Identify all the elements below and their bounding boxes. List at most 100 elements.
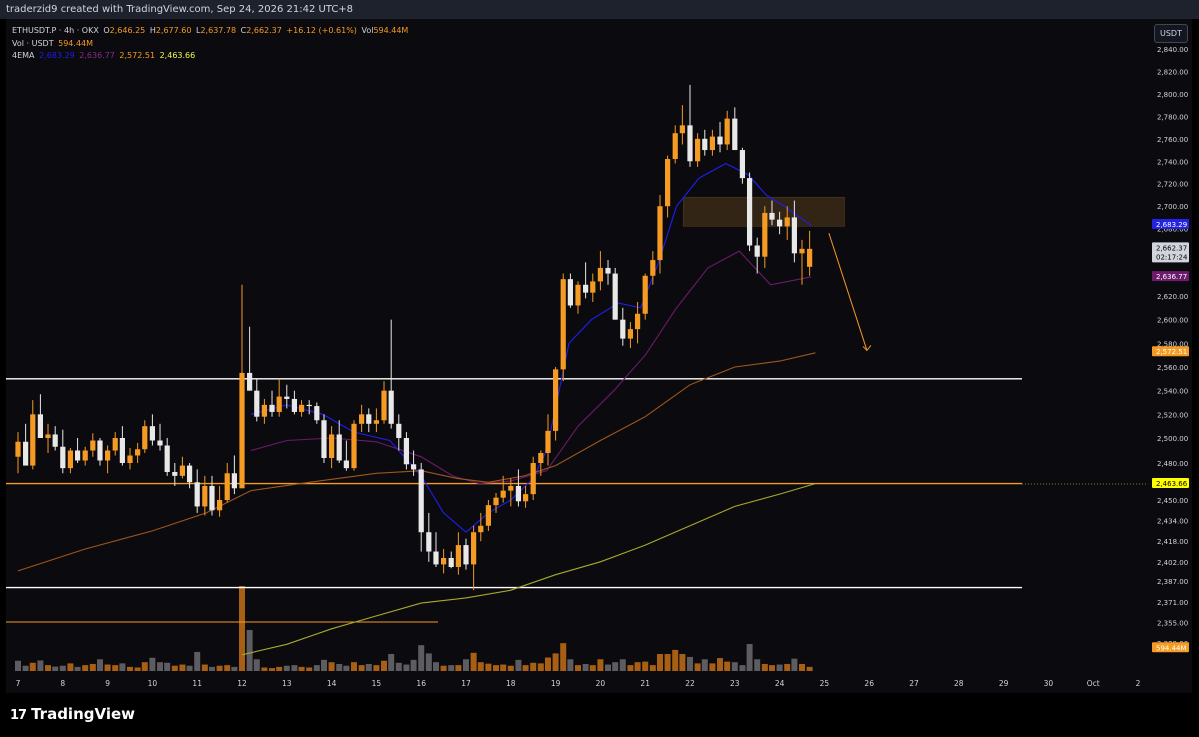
candle (82, 446, 88, 466)
ema-line-4 (241, 483, 816, 656)
price-axis-label: 2,620.00 (1157, 293, 1188, 301)
volume-bar (313, 665, 320, 671)
tradingview-logo[interactable]: 17 TradingView (10, 705, 135, 723)
candle (261, 398, 267, 424)
candle (426, 512, 432, 562)
candle (388, 319, 394, 429)
candle-body (329, 434, 335, 458)
candle-body (455, 545, 461, 567)
candle-body (410, 464, 417, 470)
author-bar: traderzid9 created with TradingView.com,… (0, 0, 1199, 19)
candle-body (620, 319, 626, 339)
price-axis-label: 2,840.00 (1157, 46, 1188, 54)
candle-body (441, 557, 447, 565)
candle-body (538, 453, 544, 463)
candle (575, 281, 581, 314)
volume-indicator-label: Vol · USDT (12, 39, 54, 48)
volume-bar (724, 661, 731, 671)
candle (60, 429, 66, 474)
candle-body (373, 420, 379, 424)
volume-bar (231, 666, 238, 671)
time-axis-label: 19 (551, 679, 561, 688)
volume-bar (283, 665, 290, 671)
vol-value: 594.44M (373, 26, 409, 35)
candle (597, 251, 603, 291)
volume-bar (216, 665, 223, 671)
low-label: L (196, 26, 201, 35)
volume-bar (731, 662, 738, 671)
time-axis-label: 25 (820, 679, 830, 688)
candle-body (433, 551, 439, 565)
candle-body (508, 485, 514, 491)
candle-body (754, 245, 760, 257)
candle (493, 492, 499, 513)
price-badge-label: 2,683.29 (1156, 221, 1187, 229)
time-axis-label: 7 (16, 679, 21, 688)
volume-bar (186, 665, 193, 671)
candle (381, 381, 387, 424)
volume-bar (768, 665, 775, 671)
candle-body (60, 446, 66, 469)
candle (455, 532, 461, 575)
candle (583, 262, 589, 299)
candle-body (231, 473, 237, 489)
candle-body (769, 212, 775, 220)
candle-body (119, 438, 125, 463)
volume-bar (328, 662, 335, 671)
volume-bar (477, 662, 484, 671)
price-axis-label: 2,434.00 (1157, 518, 1188, 526)
candle (687, 84, 693, 167)
candle (448, 551, 454, 569)
candle (620, 307, 626, 346)
candle (807, 230, 813, 276)
volume-bar (149, 657, 156, 671)
candle-body (605, 267, 611, 274)
currency-button[interactable]: USDT (1154, 24, 1188, 43)
ema-value-1: 2,683.29 (39, 51, 75, 60)
time-axis-label: 28 (954, 679, 964, 688)
volume-bar (96, 659, 103, 671)
volume-bar (157, 662, 164, 671)
price-badge-2 (1152, 271, 1189, 282)
candle (500, 475, 506, 503)
open-value: 2,646.25 (109, 26, 146, 35)
volume-bar (709, 663, 716, 671)
volume-bar (552, 653, 559, 671)
candle-body (485, 505, 491, 526)
time-axis-label: 20 (596, 679, 606, 688)
candle (224, 463, 230, 503)
candle-body (298, 404, 305, 412)
price-badge-3 (1152, 346, 1189, 357)
plot-area[interactable] (6, 19, 1192, 693)
candle-body (500, 490, 506, 498)
volume-bar (112, 665, 119, 671)
brand-label: TradingView (31, 705, 136, 723)
candle (127, 448, 133, 470)
candle (679, 105, 685, 145)
time-axis-label: 26 (864, 679, 874, 688)
candle (23, 423, 29, 466)
candle-body (74, 450, 81, 461)
price-axis-label: 2,450.00 (1157, 497, 1188, 505)
ema-value-4: 2,463.66 (159, 51, 196, 60)
candle-body (247, 372, 253, 391)
time-axis-label: 21 (640, 679, 650, 688)
candle-body (545, 430, 551, 453)
candle-body (194, 482, 200, 507)
volume-bar (395, 662, 402, 671)
candle-body (612, 273, 618, 320)
candle-body (665, 159, 671, 207)
candle (657, 194, 663, 274)
candle-body (164, 445, 170, 472)
volume-bar (224, 665, 231, 671)
candle (463, 538, 469, 570)
volume-bar (448, 665, 455, 671)
ema-line-3 (17, 352, 816, 572)
candle (612, 267, 618, 320)
ema-value-2: 2,636.77 (79, 51, 115, 60)
candle-body (321, 420, 327, 458)
candle (306, 400, 312, 415)
candle-body (575, 284, 581, 306)
projection-arrow-line (828, 232, 868, 351)
